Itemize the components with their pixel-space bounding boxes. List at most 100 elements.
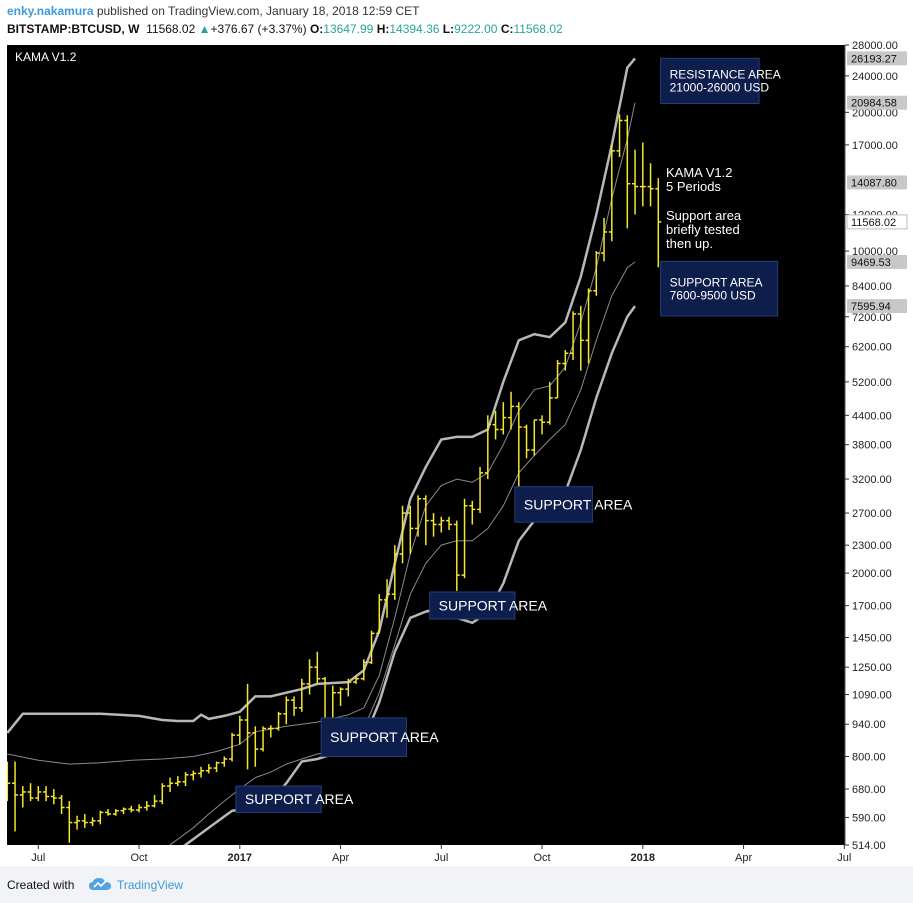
chart-header: enky.nakamura published on TradingView.c… [0, 0, 913, 40]
note-support: Support area briefly tested then up. [666, 208, 742, 251]
ohlc-bar [616, 114, 623, 157]
price-chart[interactable]: KAMA V1.2 28000.00 24000.00 20000.00 17000.0… [0, 40, 913, 866]
ohlc-bar [229, 732, 236, 762]
ohlc-bar [585, 288, 592, 364]
ohlc-bar [252, 726, 259, 767]
ohlc-bar [639, 142, 646, 207]
ohlc-bar [19, 786, 26, 808]
note-kama: KAMA V1.2 5 Periods [666, 165, 732, 194]
ohlc-bar [12, 761, 19, 832]
high-value: 14394.36 [389, 22, 440, 36]
price-tag: 26193.27 [847, 51, 907, 66]
support-area-1: SUPPORT AREA [235, 785, 354, 813]
support-area-1-label-line: SUPPORT AREA [245, 791, 354, 807]
price-tick-label: 1450.00 [852, 632, 892, 644]
support-area-4-box [514, 486, 593, 523]
publish-line: enky.nakamura published on TradingView.c… [7, 4, 420, 18]
band-inner-lower [168, 261, 636, 845]
close-value: 11568.02 [513, 22, 563, 36]
support-area-5: SUPPORT AREA 7600-9500 USD [660, 260, 779, 317]
ohlc-bar [81, 814, 88, 828]
ohlc-bar [399, 505, 406, 564]
ohlc-bar [508, 391, 515, 430]
price-tick-label: 1700.00 [852, 601, 892, 613]
price-tag-label: 14087.80 [851, 177, 897, 189]
price-tick-label: 7200.00 [852, 312, 892, 324]
ohlc-bar [97, 810, 104, 825]
ohlc-bar [221, 756, 228, 767]
ohlc-bar [198, 766, 205, 778]
ohlc-bar [275, 711, 282, 731]
ohlc-bar [244, 683, 251, 770]
price-tag: 7595.94 [847, 299, 907, 314]
support-area-4: SUPPORT AREA [514, 486, 633, 523]
ohlc-bar [570, 311, 577, 361]
price-tag: 20984.58 [847, 95, 907, 110]
author-link[interactable]: enky.nakamura [7, 4, 94, 18]
price-tag-box [846, 214, 908, 230]
time-tick-label: Jul [31, 852, 45, 864]
price-tag-label: 20984.58 [851, 98, 897, 110]
ohlc-bar [213, 761, 220, 773]
ohlc-bar [391, 545, 398, 600]
support-area-2-box [320, 717, 407, 757]
ohlc-bar [50, 788, 57, 805]
ohlc-bar [205, 764, 212, 774]
price-tag: 9469.53 [847, 254, 907, 269]
price-tag: 11568.02 [846, 214, 908, 230]
footer: Created with TradingView [0, 866, 913, 903]
price-tick-label: 10000.00 [852, 246, 898, 258]
note-kama-line: 5 Periods [666, 179, 721, 194]
resistance-area-label-line: RESISTANCE AREA [670, 68, 781, 82]
time-tick-label: Oct [533, 852, 550, 864]
price-tag-box [847, 95, 907, 110]
ohlc-bar [298, 678, 305, 712]
price-tick-label: 1250.00 [852, 662, 892, 674]
ohlc-bar [601, 217, 608, 262]
tradingview-link[interactable]: TradingView [117, 878, 184, 892]
price-tick-label: 590.00 [852, 812, 886, 824]
support-area-2-label-line: SUPPORT AREA [330, 729, 439, 745]
ohlc-bar [546, 381, 553, 425]
symbol-name: BITSTAMP:BTCUSD, W [7, 22, 140, 36]
support-area-3: SUPPORT AREA [429, 591, 548, 620]
price-tag-label: 11568.02 [851, 217, 896, 229]
time-axis: Jul Oct 2017 Apr Jul Oct 2018 Apr Jul [31, 845, 851, 864]
close-label: C: [500, 22, 514, 36]
price-tick-label: 800.00 [852, 751, 886, 763]
ohlc-bar [167, 777, 174, 792]
ohlc-bar [128, 805, 135, 813]
ohlc-bar [632, 149, 639, 215]
ohlc-bar [159, 783, 166, 805]
created-with-text: Created with [7, 878, 75, 892]
ohlc-bar [515, 402, 522, 492]
price-tag-label: 26193.27 [851, 53, 897, 65]
time-tick-label: Apr [332, 852, 349, 864]
price-tick-label: 5200.00 [852, 377, 892, 389]
chart-area[interactable]: KAMA V1.2 28000.00 24000.00 20000.00 17000.0… [0, 40, 913, 866]
ohlc-bar [477, 466, 484, 514]
time-axis-background [7, 845, 845, 866]
ohlc-bar [492, 410, 499, 440]
ohlc-bar [500, 402, 507, 435]
price-tags: 26193.27 20984.58 14087.80 11568.02 9469.53 7… [846, 51, 908, 314]
price-tick-label: 2300.00 [852, 540, 892, 552]
ohlc-bar [267, 725, 274, 738]
ohlc-bar [531, 419, 538, 456]
price-tick-label: 6200.00 [852, 342, 892, 354]
ohlc-bar [554, 360, 561, 399]
open-label: O: [309, 22, 324, 36]
time-tick-label: Apr [735, 852, 752, 864]
ohlc-bar [624, 115, 631, 229]
support-area-5-label: SUPPORT AREA 7600-9500 USD [670, 275, 763, 302]
price-tick-label: 2000.00 [852, 568, 892, 580]
price-tick-label: 2700.00 [852, 508, 892, 520]
tradingview-cloud-icon[interactable] [88, 876, 112, 892]
support-area-5-label-line: 7600-9500 USD [670, 288, 756, 302]
time-tick-label: 2017 [228, 852, 252, 864]
price-tick-label: 28000.00 [852, 40, 898, 52]
support-area-3-label-line: SUPPORT AREA [439, 597, 548, 613]
note-support-line: Support area [666, 208, 742, 223]
ohlc-bar [407, 505, 414, 555]
ohlc-bar [182, 772, 189, 787]
